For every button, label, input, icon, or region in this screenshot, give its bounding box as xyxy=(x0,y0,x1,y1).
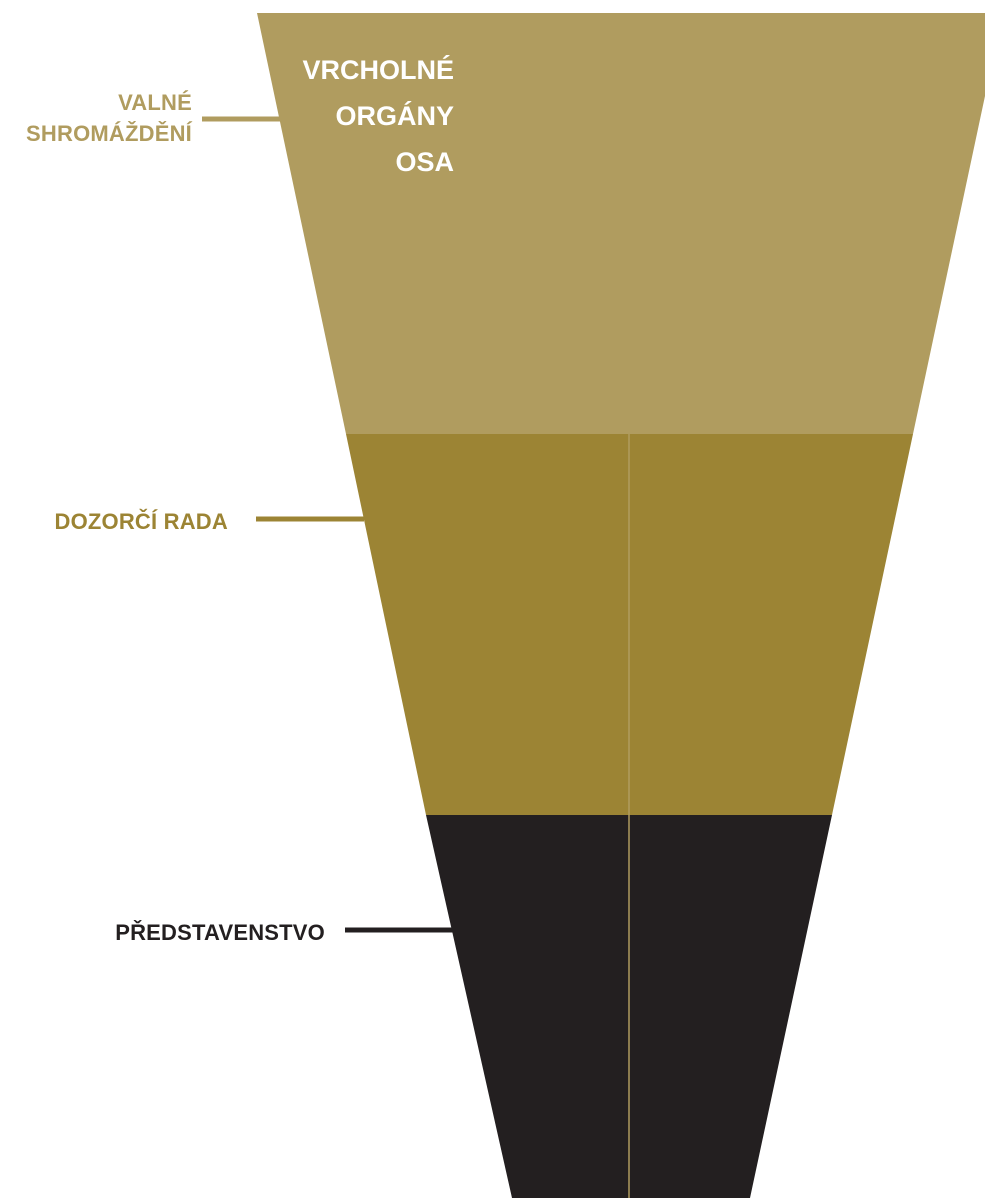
label-line: SHROMÁŽDĚNÍ xyxy=(26,121,192,146)
label-line: DOZORČÍ RADA xyxy=(54,509,228,534)
label-dozorci-rada: DOZORČÍ RADA xyxy=(54,506,228,537)
diagram-title-line: VRCHOLNÉ xyxy=(302,55,454,85)
diagram-title: VRCHOLNÉ ORGÁNY OSA xyxy=(302,47,454,185)
label-line: PŘEDSTAVENSTVO xyxy=(115,920,325,945)
label-line: VALNÉ xyxy=(118,90,192,115)
label-valne-shromazdeni: VALNÉ SHROMÁŽDĚNÍ xyxy=(26,87,192,149)
label-predstavenstvo: PŘEDSTAVENSTVO xyxy=(115,917,325,948)
diagram-title-line: ORGÁNY xyxy=(335,101,454,131)
funnel-segment-valne-shromazdeni xyxy=(257,13,985,434)
diagram-title-line: OSA xyxy=(395,147,454,177)
